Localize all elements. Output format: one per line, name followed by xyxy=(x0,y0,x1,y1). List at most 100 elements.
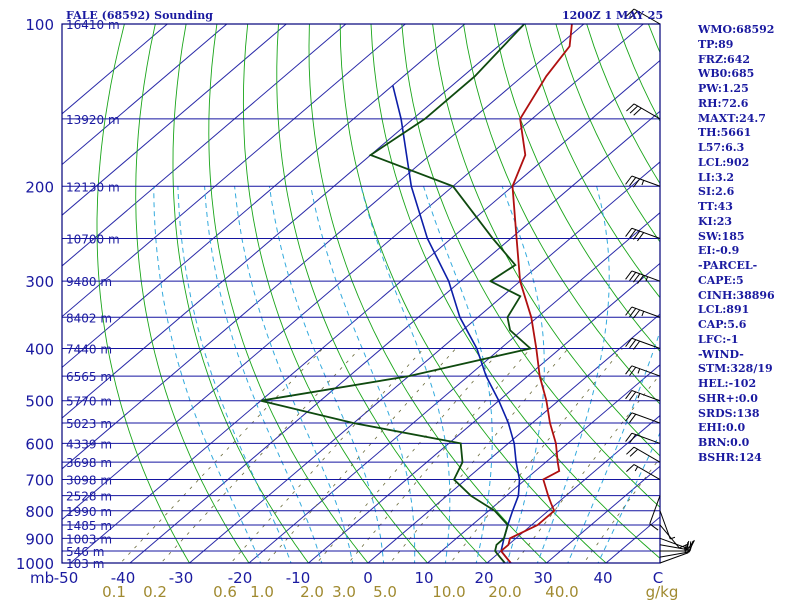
mixing-ratio-line xyxy=(389,348,569,563)
wind-barb xyxy=(626,103,661,120)
wind-barb xyxy=(659,510,676,540)
moist-adiabat-line xyxy=(177,186,292,563)
height-label: 1485 m xyxy=(66,519,112,533)
dry-adiabat-line xyxy=(172,24,310,563)
index-17: CAPE:5 xyxy=(698,273,744,287)
isotherm-line xyxy=(62,24,466,369)
mixing-ratio-tick-label: 0.1 xyxy=(102,583,126,600)
temp-tick-label: 10 xyxy=(414,569,433,587)
valid-time: 1200Z 1 MAY 25 xyxy=(562,9,664,22)
height-label: 1003 m xyxy=(66,532,112,546)
wind-barb xyxy=(659,537,695,550)
index-15: EI:-0.9 xyxy=(698,244,740,258)
mixing-ratio-line xyxy=(449,348,623,563)
dry-adiabat-line xyxy=(242,24,429,563)
height-label: 1990 m xyxy=(66,505,112,519)
index-23: STM:328/19 xyxy=(698,362,773,376)
wind-barb xyxy=(659,524,690,549)
dry-adiabat-line xyxy=(772,24,800,574)
temp-tick-label: 40 xyxy=(593,569,612,587)
temp-tick-label: -40 xyxy=(111,569,136,587)
moist-adiabat-line xyxy=(234,186,354,563)
index-3: WB0:685 xyxy=(698,67,755,81)
pressure-tick-label: 400 xyxy=(25,341,54,359)
index-5: RH:72.6 xyxy=(698,96,749,110)
parcel-profile-line xyxy=(392,85,521,563)
isotherm-line xyxy=(367,313,660,563)
wind-barb xyxy=(626,446,661,463)
height-label: 9480 m xyxy=(66,275,112,289)
temp-tick-label: -50 xyxy=(54,569,79,587)
dry-adiabat-line xyxy=(401,24,660,508)
isotherm-line xyxy=(62,24,287,216)
wind-barb xyxy=(625,270,661,284)
dry-adiabat-line xyxy=(208,24,369,563)
moist-adiabat-line xyxy=(536,186,610,563)
wind-barb xyxy=(626,464,661,480)
wind-barb xyxy=(625,306,661,319)
index-4: PW:1.25 xyxy=(698,82,749,95)
moist-adiabat-line xyxy=(360,186,451,563)
pressure-unit-label: mb xyxy=(30,569,54,587)
index-2: FRZ:642 xyxy=(698,52,751,66)
height-label: 103 m xyxy=(66,557,104,571)
height-label: 7440 m xyxy=(66,343,112,357)
plot-area xyxy=(62,24,800,574)
pressure-tick-label: 600 xyxy=(25,435,54,453)
isotherm-line xyxy=(426,364,660,563)
index-14: SW:185 xyxy=(698,229,745,243)
isotherm-line xyxy=(486,414,660,563)
temp-tick-label: 30 xyxy=(533,569,552,587)
wind-barb xyxy=(625,432,661,444)
isotherm-line xyxy=(69,59,660,563)
temp-tick-label: 20 xyxy=(474,569,493,587)
height-label: 6565 m xyxy=(66,370,112,384)
height-label: 5023 m xyxy=(66,417,112,431)
mixing-ratio-line xyxy=(316,348,503,563)
mixing-ratio-tick-label: 10.0 xyxy=(432,583,465,600)
temperature-profile-line xyxy=(499,24,573,563)
isotherm-line xyxy=(62,24,406,318)
mixing-ratio-tick-label: 1.0 xyxy=(250,583,274,600)
wind-barb xyxy=(625,390,661,402)
index-7: TH:5661 xyxy=(698,126,752,140)
isotherm-line xyxy=(62,24,644,521)
dry-adiabat-line xyxy=(96,24,191,563)
index-10: LI:3.2 xyxy=(698,170,735,184)
height-label: 13920 m xyxy=(66,113,120,127)
temp-tick-label: -30 xyxy=(169,569,194,587)
dry-adiabat-line xyxy=(370,24,660,559)
pressure-tick-label: 700 xyxy=(25,472,54,490)
index-18: CINH:38896 xyxy=(698,288,775,302)
isotherm-line xyxy=(62,24,347,267)
isotherm-line xyxy=(62,24,228,166)
pressure-tick-label: 900 xyxy=(25,530,54,548)
index-24: HEL:-102 xyxy=(698,377,757,390)
index-1: TP:89 xyxy=(698,37,734,51)
moist-adiabat-line xyxy=(310,186,416,563)
isotherm-line xyxy=(62,24,525,419)
moist-adiabat-line xyxy=(597,431,660,563)
moist-adiabat-line xyxy=(204,186,323,563)
index-29: BSHR:124 xyxy=(698,450,762,464)
dry-adiabat-line xyxy=(493,24,660,353)
wind-barb xyxy=(625,175,661,188)
height-label: 546 m xyxy=(66,545,104,559)
pressure-tick-label: 300 xyxy=(25,273,54,291)
temp-tick-label: -20 xyxy=(228,569,253,587)
index-28: BRN:0.0 xyxy=(698,436,750,449)
pressure-tick-label: 200 xyxy=(25,178,54,196)
height-label: 12130 m xyxy=(66,180,120,194)
mixing-ratio-tick-label: 0.2 xyxy=(143,583,167,600)
mixing-ratio-tick-label: g/kg xyxy=(646,583,679,600)
dry-adiabat-line xyxy=(308,24,548,563)
temp-tick-label: C xyxy=(653,569,663,587)
index-9: LCL:902 xyxy=(698,155,750,169)
index-16: -PARCEL- xyxy=(698,259,758,272)
mixing-ratio-tick-label: 0.6 xyxy=(213,583,237,600)
dewpoint-profile-line xyxy=(260,24,533,563)
height-label: 2528 m xyxy=(66,490,112,504)
index-6: MAXT:24.7 xyxy=(698,111,766,125)
dry-adiabat-line xyxy=(135,24,250,563)
